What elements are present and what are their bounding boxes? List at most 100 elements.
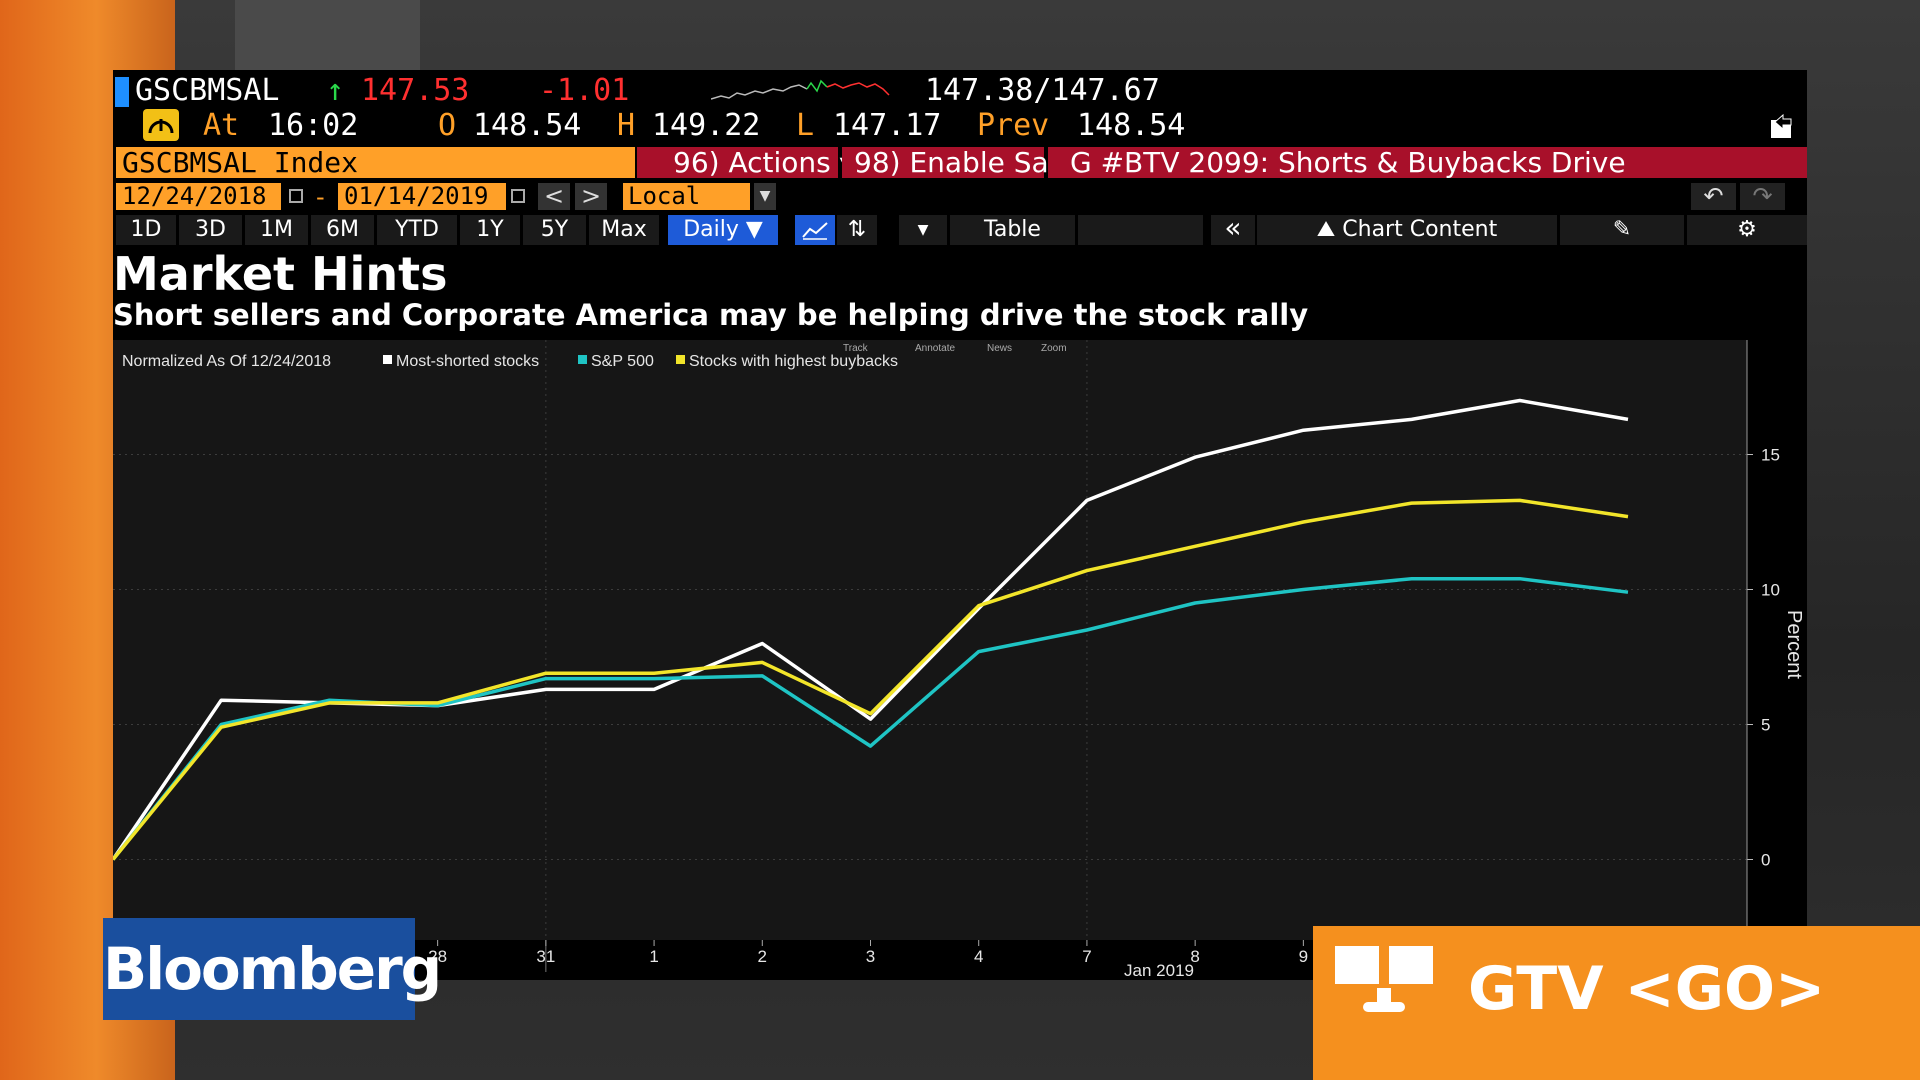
legend-swatch-sp500 <box>578 355 587 364</box>
open-value: 148.54 <box>473 108 582 143</box>
bar-chart-icon[interactable]: ⇅ <box>837 215 877 245</box>
chevron-down-icon[interactable]: ▼ <box>754 183 776 210</box>
zoom-tool[interactable]: Zoom <box>1041 343 1067 354</box>
x-tick-label: 8 <box>1190 947 1199 966</box>
grid <box>113 340 1747 940</box>
prev-value: 148.54 <box>1077 108 1186 143</box>
x-tick-label: 7 <box>1082 947 1091 966</box>
series-lines <box>113 398 1629 861</box>
chart-subtitle: Short sellers and Corporate America may … <box>113 298 1309 332</box>
low-label: L <box>796 108 815 143</box>
track-tool[interactable]: Track <box>843 343 869 354</box>
x-tick-label: 3 <box>866 947 875 966</box>
ticker-symbol: GSCBMSAL <box>135 73 280 108</box>
x-group-label: Jan 2019 <box>1124 961 1194 980</box>
bid-ask: 147.38/147.67 <box>925 73 1160 108</box>
y-tick-label: 5 <box>1761 716 1770 735</box>
annotate-tool[interactable]: Annotate <box>915 343 955 354</box>
legend-sp500: S&P 500 <box>591 353 654 370</box>
x-tick-label: 4 <box>974 947 983 966</box>
last-price: 147.53 <box>361 73 470 108</box>
start-date-field[interactable]: 12/24/2018 <box>116 183 281 210</box>
legend-swatch-buybacks <box>676 355 685 364</box>
line-chart[interactable]: 051015Percent242728311234789101114Jan 20… <box>113 340 1807 980</box>
end-date-field[interactable]: 01/14/2019 <box>338 183 506 210</box>
high-value: 149.22 <box>652 108 761 143</box>
currency-select[interactable]: Local CCY <box>623 183 750 237</box>
calendar-icon[interactable] <box>289 189 303 203</box>
calendar-icon[interactable] <box>511 189 525 203</box>
terminal-window: GSCBMSAL ↑ 147.53 -1.01 147.38/147.67 At… <box>113 70 1807 980</box>
enable-save-button[interactable]: 98) Enable Save <box>842 147 1082 178</box>
ticker-flag-icon <box>115 77 129 107</box>
prev-period-button[interactable]: < <box>538 183 570 210</box>
legend-buybacks: Stocks with highest buybacks <box>689 353 898 370</box>
chart-content-label: Chart Content <box>1342 217 1498 242</box>
legend-most-shorted: Most-shorted stocks <box>396 353 539 370</box>
low-value: 147.17 <box>833 108 942 143</box>
quote-line-1: GSCBMSAL ↑ 147.53 -1.01 147.38/147.67 <box>113 73 1807 109</box>
x-tick-label: 1 <box>649 947 658 966</box>
period-toolbar: 1D 3D 1M 6M YTD 1Y 5Y Max Daily ▼ ⇅ ▼ Ta… <box>113 214 1807 245</box>
y-tick-label: 0 <box>1761 851 1770 870</box>
chart-content-button[interactable]: ⛰ Chart Content <box>1257 215 1557 245</box>
table-button[interactable]: Table <box>950 215 1075 245</box>
period-ytd-button[interactable]: YTD <box>377 215 457 245</box>
actions-button[interactable]: 96) Actions ▾ <box>637 147 854 178</box>
chevron-down-icon[interactable]: ▼ <box>899 215 947 245</box>
frequency-select[interactable]: Daily ▼ <box>668 215 778 245</box>
story-title-field[interactable]: G #BTV 2099: Shorts & Buybacks Drive <box>1048 147 1807 178</box>
plot-area <box>113 340 1747 940</box>
chart-tools[interactable]: Track Annotate News Zoom <box>843 343 1067 354</box>
y-tick-label: 15 <box>1761 446 1780 465</box>
x-tick-label: 31 <box>536 947 555 966</box>
x-tick-label: 2 <box>758 947 767 966</box>
time-label: At <box>203 108 240 143</box>
speedometer-icon <box>143 109 179 141</box>
date-separator: - <box>316 183 325 211</box>
chart-content-icon: ⛰ <box>1316 217 1343 242</box>
up-arrow-icon: ↑ <box>326 73 345 108</box>
legend-swatch-most-shorted <box>383 355 392 364</box>
line-chart-icon[interactable] <box>795 215 835 245</box>
undo-icon[interactable]: ↶ <box>1691 183 1736 210</box>
security-toolbar: GSCBMSAL Index 96) Actions ▾ 98) Enable … <box>113 147 1807 179</box>
axes: 051015Percent242728311234789101114Jan 20… <box>212 340 1805 980</box>
period-6m-button[interactable]: 6M <box>311 215 374 245</box>
high-label: H <box>617 108 636 143</box>
y-axis-label: Percent <box>1783 610 1805 679</box>
export-icon[interactable] <box>1769 112 1795 140</box>
price-change: -1.01 <box>539 73 630 108</box>
period-1y-button[interactable]: 1Y <box>460 215 520 245</box>
edit-icon[interactable]: ✎ <box>1560 215 1684 245</box>
bloomberg-logo: Bloomberg <box>103 918 442 1020</box>
gtv-go-code: GTV <GO> <box>1468 954 1826 1024</box>
period-1d-button[interactable]: 1D <box>116 215 176 245</box>
blank-field <box>1078 215 1203 245</box>
gtv-banner: GTV <GO> <box>1313 926 1920 1080</box>
y-tick-label: 10 <box>1761 581 1780 600</box>
chart-title: Market Hints <box>113 247 448 301</box>
monitor-icon <box>1335 946 1433 1012</box>
collapse-icon[interactable]: « <box>1211 214 1255 245</box>
open-label: O <box>438 108 457 143</box>
x-tick-label: 28 <box>428 947 447 966</box>
legend: Normalized As Of 12/24/2018 Most-shorted… <box>122 353 898 370</box>
redo-icon[interactable]: ↷ <box>1740 183 1785 210</box>
news-tool[interactable]: News <box>987 343 1012 354</box>
gear-icon[interactable]: ⚙ <box>1687 215 1807 245</box>
studio-panel <box>235 0 420 70</box>
quote-line-2: At 16:02 O 148.54 H 149.22 L 147.17 Prev… <box>113 108 1807 144</box>
series-line-2 <box>113 498 1629 861</box>
period-1m-button[interactable]: 1M <box>245 215 308 245</box>
period-max-button[interactable]: Max <box>589 215 659 245</box>
security-field[interactable]: GSCBMSAL Index <box>116 147 635 178</box>
period-3d-button[interactable]: 3D <box>179 215 242 245</box>
date-range-row: 12/24/2018 - 01/14/2019 < > Local CCY ▼ … <box>113 183 1807 237</box>
next-period-button[interactable]: > <box>575 183 607 210</box>
x-tick-label: 9 <box>1299 947 1308 966</box>
quote-time: 16:02 <box>268 108 359 143</box>
sparkline-icon <box>711 79 890 100</box>
prev-label: Prev <box>977 108 1050 143</box>
period-5y-button[interactable]: 5Y <box>523 215 586 245</box>
